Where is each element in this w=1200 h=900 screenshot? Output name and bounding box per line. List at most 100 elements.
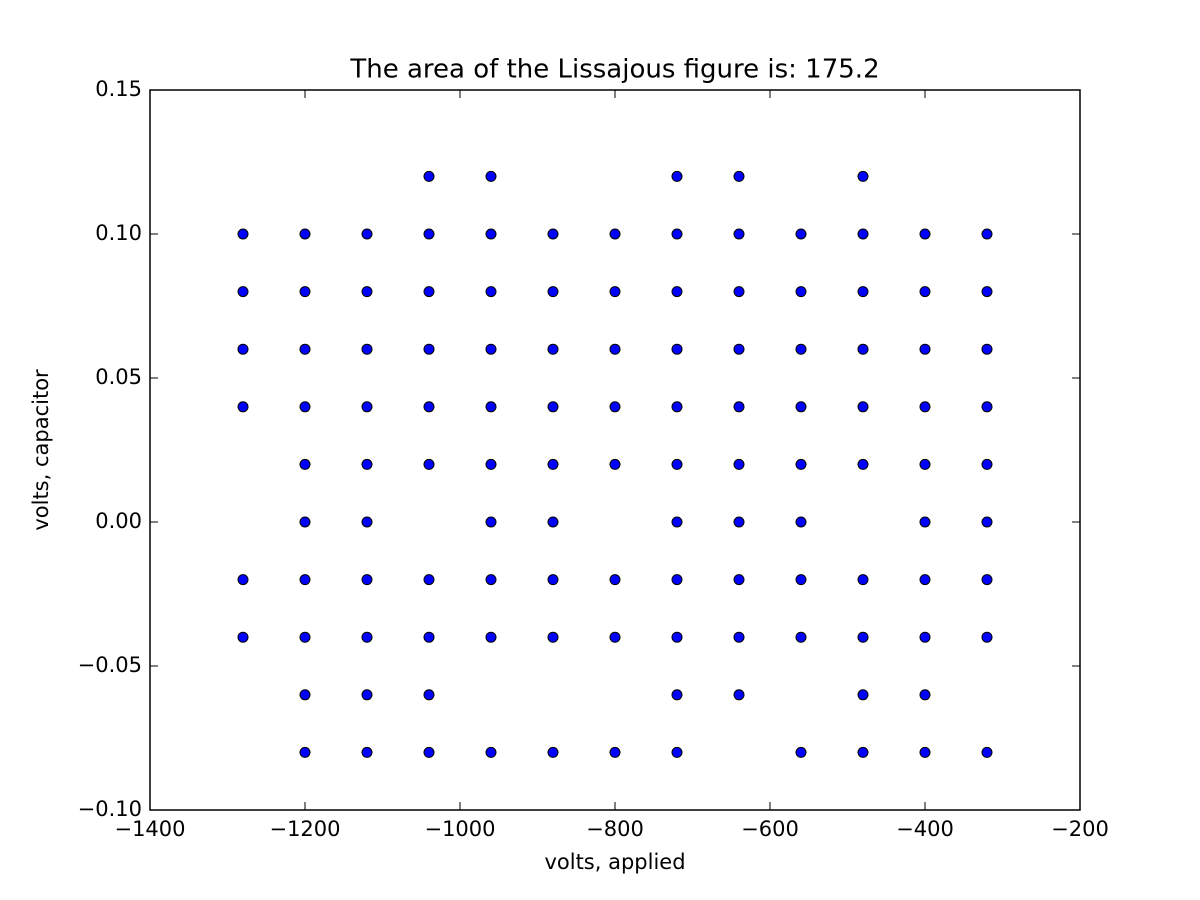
point [857,458,869,470]
point [919,401,931,413]
point [733,574,745,586]
point [857,170,869,182]
y-tick-label: 0.15 [95,77,142,101]
point [299,574,311,586]
point [981,516,993,528]
point [237,574,249,586]
point [299,689,311,701]
point [857,574,869,586]
point [609,286,621,298]
point [981,343,993,355]
point [733,228,745,240]
plot-frame [149,89,1081,811]
point [423,286,435,298]
point [795,574,807,586]
point [733,286,745,298]
point [919,746,931,758]
point [795,343,807,355]
point [857,228,869,240]
point [485,286,497,298]
point [485,401,497,413]
point [919,343,931,355]
point [857,401,869,413]
point [423,458,435,470]
point [795,228,807,240]
x-tick-label: −400 [896,817,954,841]
point [361,286,373,298]
point [981,574,993,586]
point [733,458,745,470]
point [361,746,373,758]
point [981,631,993,643]
x-tick-label: −600 [741,817,799,841]
point [547,631,559,643]
point [733,343,745,355]
point [361,343,373,355]
point [981,458,993,470]
point [981,286,993,298]
point [423,689,435,701]
point [361,458,373,470]
point [857,689,869,701]
point [733,516,745,528]
point [237,631,249,643]
point [423,228,435,240]
point [361,228,373,240]
point [671,170,683,182]
point [299,516,311,528]
point [609,631,621,643]
point [609,401,621,413]
point [547,401,559,413]
x-tick-label: −800 [586,817,644,841]
point [547,228,559,240]
point [237,228,249,240]
point [919,631,931,643]
point [609,746,621,758]
point [919,458,931,470]
y-tick-label: 0.00 [95,509,142,533]
point [671,228,683,240]
point [671,689,683,701]
point [919,574,931,586]
point [733,689,745,701]
point [609,343,621,355]
point [671,343,683,355]
point [423,170,435,182]
point [361,689,373,701]
point [795,458,807,470]
point [671,574,683,586]
point [237,401,249,413]
point [795,746,807,758]
point [609,458,621,470]
point [671,631,683,643]
point [795,401,807,413]
y-tick-label: 0.05 [95,365,142,389]
point [485,746,497,758]
point [299,631,311,643]
point [547,286,559,298]
point [609,228,621,240]
point [547,746,559,758]
point [423,746,435,758]
point [795,516,807,528]
point [485,343,497,355]
point [423,574,435,586]
point [547,458,559,470]
point [299,228,311,240]
point [733,170,745,182]
point [671,401,683,413]
point [547,516,559,528]
point [671,286,683,298]
point [919,286,931,298]
x-tick-label: −1000 [424,817,495,841]
point [423,343,435,355]
point [733,631,745,643]
point [361,401,373,413]
point [981,746,993,758]
point [299,286,311,298]
point [857,286,869,298]
point [485,228,497,240]
point [919,228,931,240]
point [361,574,373,586]
